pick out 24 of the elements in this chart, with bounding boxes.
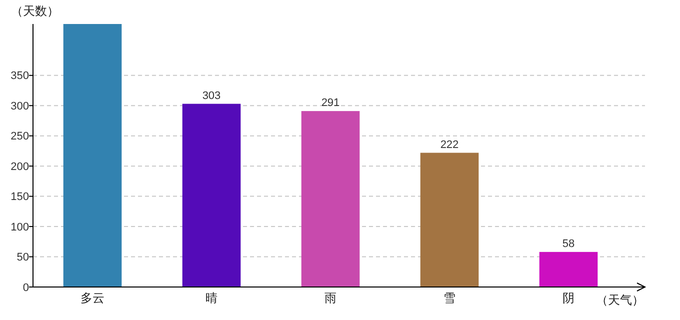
y-tick-label: 300 xyxy=(10,100,29,112)
data-label: 303 xyxy=(202,90,221,102)
x-tick-label: 晴 xyxy=(206,291,218,305)
bar xyxy=(301,111,360,287)
x-tick-label: 多云 xyxy=(80,291,104,305)
x-tick-label: 雨 xyxy=(324,291,336,305)
y-tick-label: 50 xyxy=(16,252,29,264)
y-tick-label: 250 xyxy=(10,130,29,143)
x-tick-label: 雪 xyxy=(444,291,456,305)
x-axis-title: （天气） xyxy=(596,293,644,307)
bar xyxy=(63,24,122,287)
y-axis-title: （天数） xyxy=(11,4,59,18)
y-tick-label: 350 xyxy=(10,70,29,82)
x-tick-label: 阴 xyxy=(562,291,574,305)
bar xyxy=(539,252,598,287)
y-tick-label: 0 xyxy=(22,282,29,294)
bar xyxy=(420,152,479,287)
y-tick-label: 200 xyxy=(10,160,29,173)
y-tick-label: 100 xyxy=(10,221,29,234)
data-label: 58 xyxy=(562,238,575,250)
bar xyxy=(182,104,241,287)
data-label: 291 xyxy=(321,97,340,110)
data-label: 222 xyxy=(440,138,459,151)
y-tick-label: 150 xyxy=(10,191,29,204)
